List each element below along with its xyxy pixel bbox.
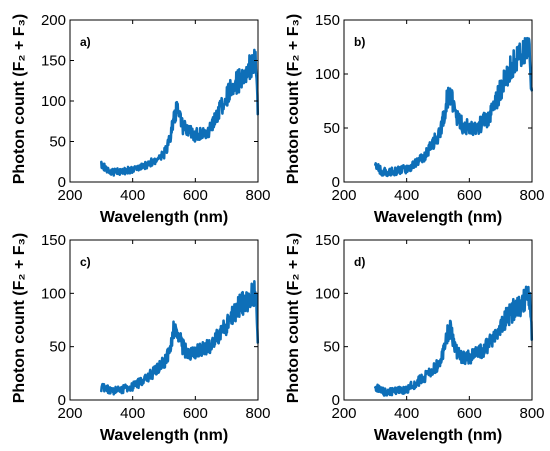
- axes-frame: [69, 239, 259, 401]
- x-axis-label: Wavelength (nm): [374, 427, 502, 444]
- x-axis-label: Wavelength (nm): [100, 427, 228, 444]
- panel-label: a): [80, 35, 91, 49]
- series-line: [100, 48, 260, 177]
- y-axis-label: Photon count (F₂ + F₃): [285, 14, 302, 184]
- y-tick-label: 150: [41, 232, 66, 249]
- panel-label: b): [354, 35, 365, 49]
- y-axis-label: Photon count (F₂ + F₃): [11, 14, 28, 184]
- y-tick-label: 0: [332, 174, 340, 191]
- x-tick-label: 600: [457, 187, 482, 204]
- y-tick-label: 150: [315, 232, 340, 249]
- x-tick-label: 400: [120, 187, 145, 204]
- y-axis-label: Photon count (F₂ + F₃): [285, 233, 302, 403]
- x-axis-label: Wavelength (nm): [374, 209, 502, 226]
- y-tick-label: 100: [315, 66, 340, 83]
- x-tick-label: 200: [331, 187, 356, 204]
- x-tick-label: 200: [57, 405, 82, 422]
- x-tick-label: 400: [394, 187, 419, 204]
- y-tick-label: 50: [323, 120, 340, 137]
- axes-frame: [343, 19, 533, 183]
- x-tick-label: 800: [519, 187, 544, 204]
- x-tick-label: 600: [183, 187, 208, 204]
- x-tick-label: 200: [57, 187, 82, 204]
- y-tick-label: 0: [58, 392, 66, 409]
- y-tick-label: 100: [41, 93, 66, 110]
- y-tick-label: 0: [58, 174, 66, 191]
- y-tick-label: 50: [49, 134, 66, 151]
- y-tick-label: 50: [323, 339, 340, 356]
- x-tick-label: 600: [457, 405, 482, 422]
- chart-panel-4: 200 400 600 800 0 50 100 150 Wavelength (nm) Phot…: [285, 232, 545, 444]
- y-tick-label: 100: [41, 285, 66, 302]
- x-tick-label: 800: [519, 405, 544, 422]
- panel-label: c): [80, 255, 91, 269]
- y-tick-label: 100: [315, 285, 340, 302]
- axes-frame: [343, 239, 533, 401]
- series-line: [100, 280, 260, 396]
- chart-panel-1: 200 400 600 800 0 50 100 150 200 Wavelength (nm) P…: [11, 12, 271, 226]
- x-axis-label: Wavelength (nm): [100, 209, 228, 226]
- chart-panel-2: 200 400 600 800 0 50 100 150 Wavelength (nm) Phot…: [285, 12, 545, 226]
- y-tick-label: 200: [41, 12, 66, 29]
- series-line: [374, 285, 534, 397]
- x-tick-label: 400: [120, 405, 145, 422]
- x-tick-label: 800: [245, 187, 270, 204]
- y-tick-label: 50: [49, 339, 66, 356]
- y-tick-label: 0: [332, 392, 340, 409]
- panel-label: d): [354, 255, 365, 269]
- x-tick-label: 400: [394, 405, 419, 422]
- x-tick-label: 600: [183, 405, 208, 422]
- x-tick-label: 800: [245, 405, 270, 422]
- y-tick-label: 150: [315, 12, 340, 29]
- y-axis-label: Photon count (F₂ + F₃): [11, 233, 28, 403]
- y-tick-label: 150: [41, 53, 66, 70]
- x-tick-label: 200: [331, 405, 356, 422]
- series-line: [374, 36, 534, 178]
- chart-panel-3: 200 400 600 800 0 50 100 150 Wavelength (nm) Phot…: [11, 232, 271, 444]
